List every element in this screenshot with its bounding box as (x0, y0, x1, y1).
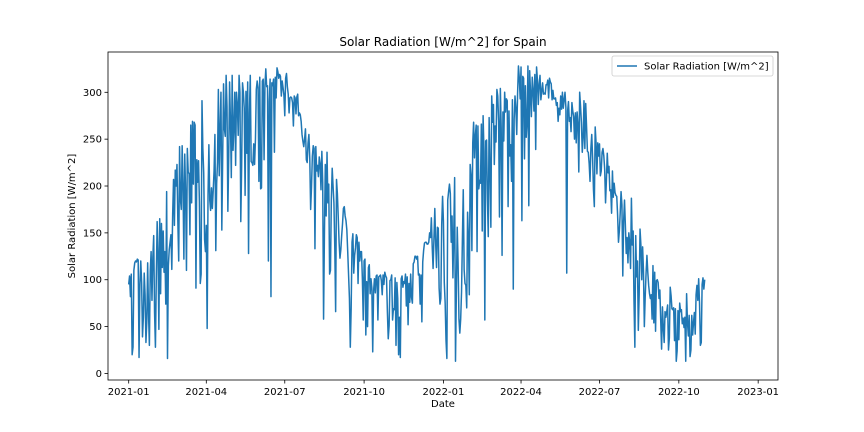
y-tick-label: 100 (83, 275, 102, 286)
x-tick-label: 2021-07 (264, 387, 306, 398)
y-tick-label: 50 (89, 322, 102, 333)
y-tick-label: 150 (83, 228, 102, 239)
y-axis-ticks: 0 50 100 150 200 250 300 (83, 88, 108, 380)
series-line-solar-radiation (127, 65, 706, 363)
x-tick-label: 2022-01 (423, 387, 465, 398)
y-tick-label: 250 (83, 135, 102, 146)
x-tick-label: 2022-04 (500, 387, 542, 398)
y-tick-label: 0 (96, 369, 102, 380)
y-tick-label: 200 (83, 182, 102, 193)
legend: Solar Radiation [W/m^2] (611, 55, 774, 77)
y-axis-label: Solar Radiation [W/m^2] (67, 154, 78, 279)
legend-label: Solar Radiation [W/m^2] (644, 62, 769, 73)
legend-box (611, 55, 774, 77)
chart-title: Solar Radiation [W/m^2] for Spain (339, 35, 546, 49)
x-tick-label: 2022-10 (658, 387, 700, 398)
x-tick-label: 2021-04 (185, 387, 227, 398)
x-axis-ticks: 2021-01 2021-04 2021-07 2021-10 2022-01 2022-… (108, 380, 779, 398)
x-tick-label: 2022-07 (579, 387, 621, 398)
x-tick-label: 2021-01 (108, 387, 150, 398)
x-tick-label: 2023-01 (737, 387, 779, 398)
plot-frame (107, 51, 779, 381)
y-tick-label: 300 (83, 88, 102, 99)
x-axis-label: Date (431, 399, 455, 410)
series-layer (127, 65, 706, 363)
x-tick-label: 2021-10 (343, 387, 385, 398)
